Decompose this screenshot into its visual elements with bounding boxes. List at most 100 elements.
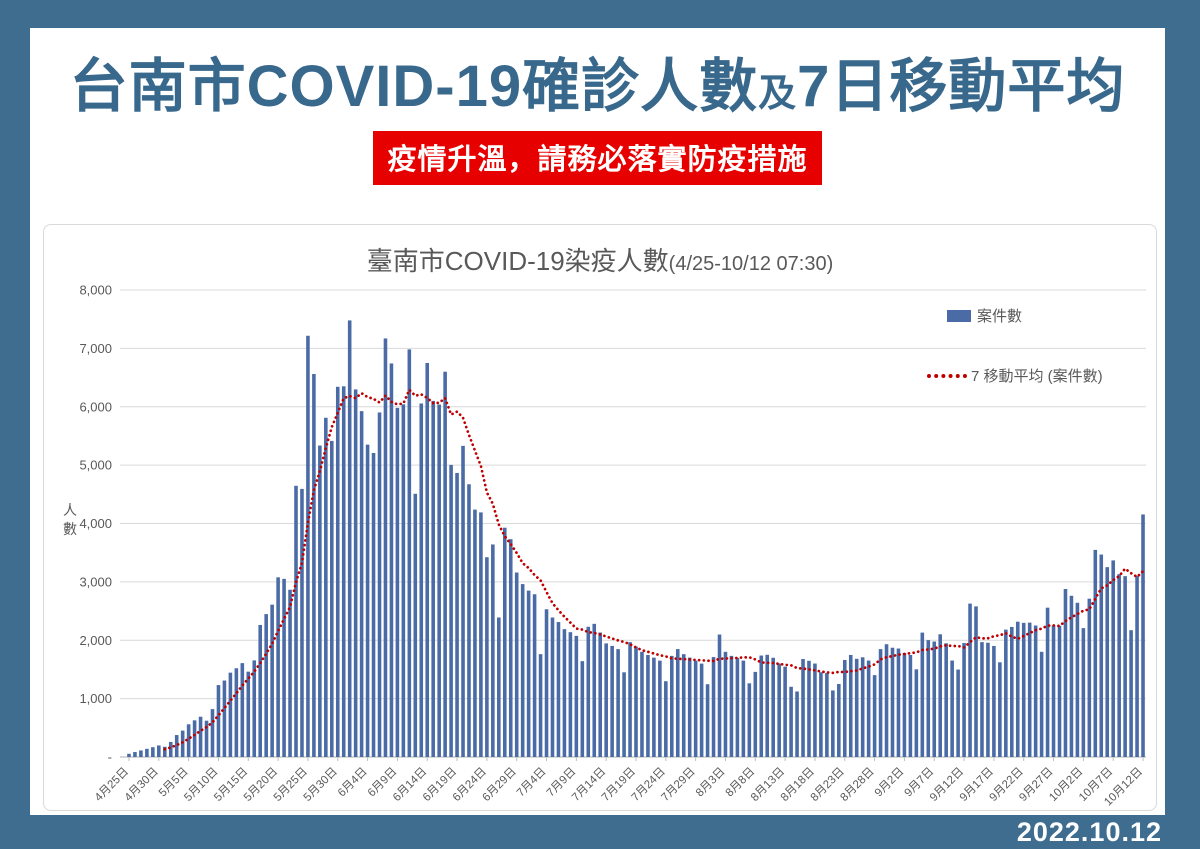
- bar: [431, 400, 435, 757]
- bar: [377, 412, 382, 757]
- y-tick-label: 8,000: [79, 283, 112, 298]
- x-tick-label: 8月3日: [694, 766, 728, 800]
- x-axis-labels: 4月25日4月30日5月5日5月10日5月15日5月20日5月25日5月30日6…: [93, 757, 1145, 808]
- bar: [944, 643, 948, 757]
- bar: [502, 527, 507, 757]
- bar: [246, 671, 251, 757]
- bar: [932, 641, 937, 757]
- bar: [974, 606, 978, 757]
- bar: [640, 651, 644, 757]
- bar: [980, 642, 984, 757]
- y-tick-label: 2,000: [79, 633, 112, 648]
- bar: [914, 669, 919, 757]
- bar: [318, 445, 322, 757]
- y-tick-label: 3,000: [79, 574, 112, 589]
- bar: [312, 374, 316, 757]
- bar: [1075, 602, 1080, 757]
- bar: [1099, 554, 1104, 757]
- bar: [813, 663, 817, 757]
- y-tick-label: 5,000: [79, 458, 112, 473]
- bar: [777, 663, 781, 757]
- bar: [258, 624, 262, 757]
- bar: [962, 643, 966, 757]
- bar: [419, 403, 424, 757]
- bar: [759, 655, 764, 757]
- bar: [556, 622, 561, 757]
- bar: [1135, 575, 1139, 757]
- bar: [365, 444, 370, 757]
- bar: [658, 660, 662, 757]
- bar: [854, 658, 859, 757]
- x-tick-label: 7月4日: [515, 766, 549, 800]
- legend-cases-label: 案件數: [977, 308, 1023, 325]
- bar: [1141, 514, 1145, 757]
- y-axis-labels: - 1,000 2,000 3,000 4,000 5,000 6,000 7,000 8,00…: [79, 283, 112, 765]
- chart-plot: - 1,000 2,000 3,000 4,000 5,000 6,000 7,000 8,00…: [63, 283, 1146, 808]
- legend-item-moving-average: 7 移動平均 (案件數): [927, 365, 1103, 386]
- bar: [437, 404, 441, 757]
- bar: [884, 644, 889, 757]
- bar: [264, 614, 268, 757]
- bar: [145, 748, 149, 757]
- bar: [347, 320, 352, 757]
- bar: [872, 675, 877, 757]
- bar: [1045, 607, 1050, 757]
- footer-date: 2022.10.12: [1016, 817, 1162, 847]
- bar: [723, 651, 728, 757]
- page-title-connector: 及: [758, 73, 798, 115]
- y-tick-label: 4,000: [79, 516, 112, 531]
- bar: [765, 654, 770, 757]
- alert-banner-row: 疫情升溫，請務必落實防疫措施: [30, 130, 1165, 185]
- bar: [634, 646, 638, 757]
- bar: [306, 335, 310, 757]
- bar: [938, 634, 942, 757]
- bar: [270, 604, 274, 757]
- bar: [335, 386, 340, 757]
- bar: [508, 539, 513, 757]
- page-title-main: 台南市COVID-19確診人數: [69, 54, 759, 119]
- bar: [992, 645, 996, 757]
- bar: [359, 411, 364, 757]
- bar: [192, 720, 197, 757]
- bar: [1015, 621, 1020, 757]
- bar: [1105, 567, 1110, 757]
- y-tick-label: 1,000: [79, 691, 112, 706]
- bar: [1111, 560, 1115, 757]
- bar: [896, 648, 901, 757]
- bar: [168, 741, 173, 757]
- bar: [526, 590, 531, 757]
- chart-title: 臺南市COVID-19染疫人數(4/25-10/12 07:30): [44, 241, 1156, 278]
- bar: [604, 643, 608, 757]
- bar: [1039, 651, 1044, 757]
- bar: [455, 472, 459, 757]
- bar: [670, 655, 674, 757]
- chart-title-text: 臺南市COVID-19染疫人數: [366, 246, 669, 276]
- bar: [1093, 549, 1098, 757]
- bar: [878, 649, 883, 757]
- bar: [324, 417, 328, 757]
- bar: [288, 589, 292, 757]
- bar: [986, 642, 990, 757]
- bar: [443, 371, 447, 757]
- bar: [652, 657, 656, 757]
- bar: [425, 362, 430, 757]
- bar: [401, 404, 406, 757]
- bar: [610, 645, 614, 757]
- bar: [586, 626, 591, 757]
- bar: [568, 632, 573, 757]
- bar: [795, 691, 799, 757]
- bar: [831, 690, 835, 757]
- bar: [866, 660, 871, 757]
- bar: [174, 735, 179, 757]
- bar: [151, 747, 155, 757]
- bar: [902, 652, 907, 757]
- bar: [186, 724, 191, 757]
- bar: [330, 440, 334, 757]
- bar: [491, 544, 495, 757]
- bar: [139, 750, 143, 757]
- bar: [729, 655, 734, 757]
- bar: [562, 629, 567, 757]
- page-title-tail: 7日移動平均: [797, 54, 1126, 119]
- bar: [675, 649, 680, 757]
- bar: [204, 720, 209, 757]
